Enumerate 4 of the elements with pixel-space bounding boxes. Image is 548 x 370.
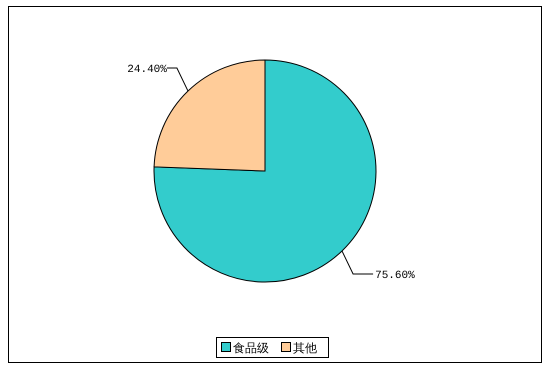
legend-label: 其他 — [293, 341, 317, 355]
data-label: 24.40% — [127, 64, 168, 76]
legend-label: 食品级 — [233, 341, 269, 355]
data-label: 75.60% — [375, 270, 416, 282]
